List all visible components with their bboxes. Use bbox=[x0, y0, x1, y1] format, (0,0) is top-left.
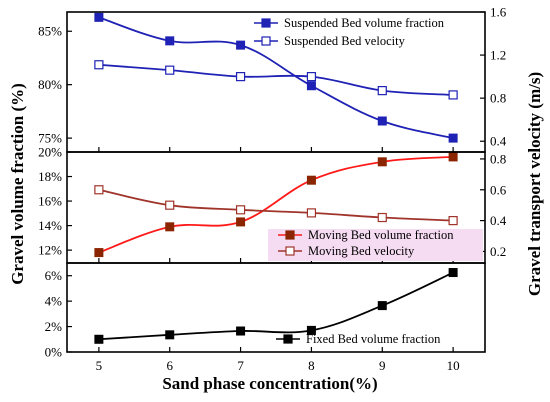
data-point bbox=[306, 72, 317, 82]
series-line bbox=[98, 271, 454, 341]
data-point bbox=[377, 301, 387, 311]
left-tick-label: 80% bbox=[38, 77, 62, 92]
legend-layer: Suspended Bed volume fraction Suspended B… bbox=[254, 16, 483, 346]
left-tick-label: 16% bbox=[38, 194, 62, 209]
data-point bbox=[235, 205, 246, 215]
data-point bbox=[165, 200, 175, 210]
data-point bbox=[236, 326, 246, 336]
right-tick-label: 0.4 bbox=[490, 213, 507, 228]
plot-layer bbox=[94, 12, 458, 344]
series-line bbox=[98, 16, 454, 139]
data-point bbox=[165, 222, 175, 232]
right-tick-label: 0.2 bbox=[490, 244, 506, 259]
left-tick-label: 6% bbox=[45, 268, 63, 283]
legend-background bbox=[268, 229, 483, 261]
frame-layer bbox=[66, 11, 486, 353]
x-tick-label: 9 bbox=[379, 358, 386, 373]
data-point bbox=[448, 152, 458, 162]
data-point bbox=[165, 330, 175, 340]
legend-label: Moving Bed velocity bbox=[308, 244, 415, 258]
legend-marker bbox=[261, 36, 271, 46]
data-point bbox=[165, 36, 175, 46]
data-point bbox=[377, 86, 387, 96]
data-point bbox=[448, 90, 458, 100]
right-y-axis-title: Gravel transport velocity (m/s) bbox=[525, 72, 544, 296]
data-point bbox=[448, 268, 458, 278]
left-tick-label: 75% bbox=[38, 131, 62, 146]
left-tick-label: 85% bbox=[38, 24, 62, 39]
legend-label: Suspended Bed volume fraction bbox=[284, 16, 445, 30]
data-point bbox=[448, 133, 458, 143]
x-tick-label: 8 bbox=[308, 358, 315, 373]
data-point bbox=[306, 81, 316, 91]
right-tick-label: 0.6 bbox=[490, 182, 507, 197]
data-point bbox=[306, 325, 316, 335]
left-tick-label: 20% bbox=[38, 145, 62, 160]
legend-label: Suspended Bed velocity bbox=[284, 34, 406, 48]
legend-marker bbox=[261, 18, 271, 28]
data-point bbox=[236, 40, 246, 50]
data-point bbox=[377, 116, 387, 126]
left-tick-label: 2% bbox=[45, 319, 63, 334]
data-point bbox=[377, 212, 387, 223]
left-tick-label: 4% bbox=[45, 294, 63, 309]
series-line bbox=[98, 156, 454, 254]
left-tick-label: 18% bbox=[38, 169, 62, 184]
right-tick-label: 0.4 bbox=[490, 134, 507, 149]
data-point bbox=[165, 65, 175, 75]
left-y-axis-title: Gravel volume fraction (%) bbox=[8, 83, 27, 285]
series-line bbox=[98, 63, 454, 96]
left-tick-label: 0% bbox=[45, 345, 63, 360]
data-point bbox=[235, 72, 246, 82]
right-tick-label: 0.8 bbox=[490, 91, 506, 106]
data-point bbox=[377, 157, 387, 167]
series-line bbox=[98, 188, 454, 222]
x-axis-title: Sand phase concentration(%) bbox=[162, 374, 377, 393]
x-tick-label: 6 bbox=[166, 358, 173, 373]
left-tick-label: 12% bbox=[38, 243, 62, 258]
tick-layer: 75%80%85%0.40.81.21.612%14%16%18%20%0.20… bbox=[38, 5, 507, 374]
right-tick-label: 1.6 bbox=[490, 5, 507, 20]
x-tick-label: 10 bbox=[447, 358, 460, 373]
legend-marker bbox=[283, 334, 293, 344]
right-tick-label: 1.2 bbox=[490, 48, 506, 63]
data-point bbox=[306, 208, 317, 218]
data-point bbox=[236, 217, 246, 227]
data-point bbox=[94, 60, 104, 70]
panel-frame-bottom bbox=[66, 262, 486, 353]
left-tick-label: 14% bbox=[38, 218, 62, 233]
data-point bbox=[94, 334, 104, 344]
right-tick-label: 0.8 bbox=[490, 151, 506, 166]
data-point bbox=[94, 12, 104, 22]
legend-label: Fixed Bed volume fraction bbox=[306, 332, 441, 346]
data-point bbox=[94, 248, 104, 258]
legend-label: Moving Bed volume fraction bbox=[308, 228, 454, 242]
x-tick-label: 5 bbox=[96, 358, 103, 373]
x-tick-label: 7 bbox=[237, 358, 244, 373]
data-point bbox=[306, 175, 316, 185]
data-point bbox=[94, 185, 104, 195]
legend-marker bbox=[285, 230, 295, 240]
data-point bbox=[448, 216, 458, 226]
legend-marker bbox=[285, 246, 295, 256]
